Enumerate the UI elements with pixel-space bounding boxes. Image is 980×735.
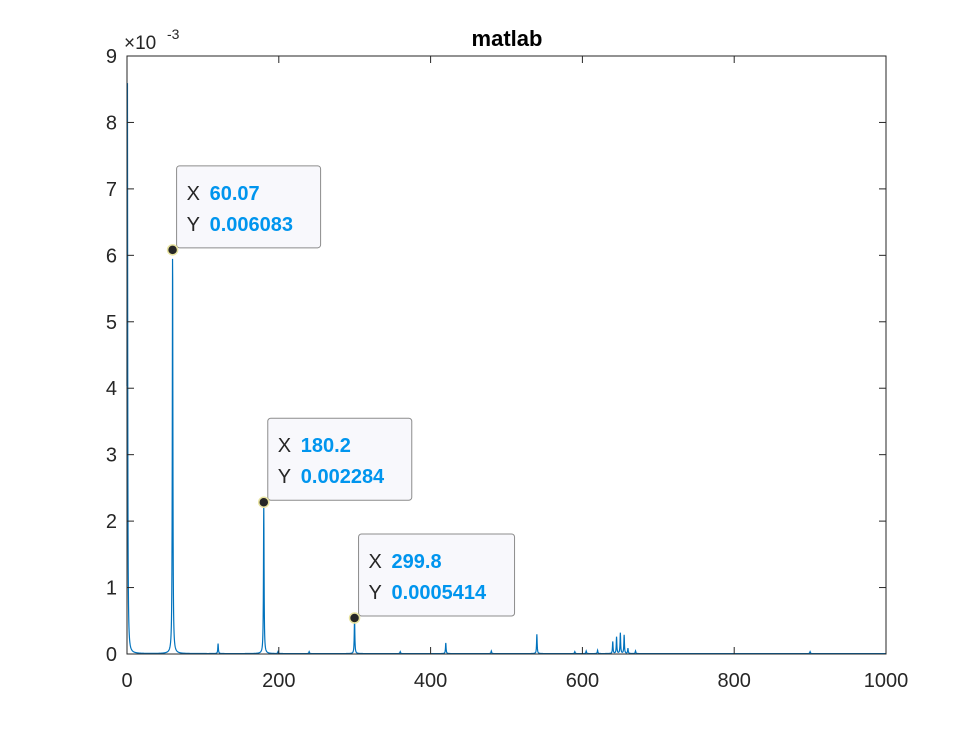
y-tick-label: 2 xyxy=(106,511,117,533)
datatip-y-value: 0.002284 xyxy=(301,466,385,488)
y-axis: 0 1 2 3 4 5 6 7 8 9 xyxy=(106,46,886,666)
datatip-x-label: X xyxy=(278,435,291,457)
datatip-x-value: 180.2 xyxy=(301,435,351,457)
x-tick-label: 400 xyxy=(414,670,447,692)
datatip-y-value: 0.0005414 xyxy=(392,582,487,604)
datatip-marker xyxy=(348,612,361,624)
datatip-marker xyxy=(258,496,270,508)
datatip-y-label: Y xyxy=(369,582,382,604)
x-tick-label: 600 xyxy=(566,670,599,692)
datatip-box xyxy=(358,533,516,617)
y-tick-label: 3 xyxy=(106,445,117,467)
datatip-y-label: Y xyxy=(278,466,291,488)
y-tick-label: 8 xyxy=(106,112,117,134)
y-axis-exponent: ×10 -3 xyxy=(124,26,180,54)
x-axis: 0 200 400 600 800 1000 xyxy=(121,56,908,692)
chart-title: matlab xyxy=(472,26,543,51)
y-tick-label: 6 xyxy=(106,245,117,267)
datatip-x-label: X xyxy=(369,551,382,573)
datatip-x-value: 299.8 xyxy=(392,551,442,573)
axes-box xyxy=(126,55,887,655)
datatip-box xyxy=(176,165,322,249)
y-tick-label: 4 xyxy=(106,378,117,400)
x-tick-label: 1000 xyxy=(864,670,909,692)
y-tick-label: 1 xyxy=(106,578,117,600)
x-tick-label: 200 xyxy=(262,670,295,692)
axes-frame xyxy=(126,55,887,655)
y-tick-label: 5 xyxy=(106,312,117,334)
x-tick-label: 800 xyxy=(718,670,751,692)
datatip-box xyxy=(267,417,413,501)
datatip-marker xyxy=(166,244,179,256)
datatip-y-label: Y xyxy=(187,214,200,236)
datatip-x-value: 60.07 xyxy=(210,183,260,205)
datatips: X 60.07 Y 0.006083 X 180.2 Y 0.002284 X 299.8 Y 0.0… xyxy=(166,165,516,624)
datatip: X 299.8 Y 0.0005414 xyxy=(348,533,516,624)
y-axis-exponent-power: -3 xyxy=(167,26,180,42)
y-axis-exponent-base: ×10 xyxy=(124,33,156,54)
y-tick-label: 9 xyxy=(106,46,117,68)
x-tick-label: 0 xyxy=(121,670,132,692)
datatip: X 60.07 Y 0.006083 xyxy=(166,165,322,256)
y-tick-label: 7 xyxy=(106,179,117,201)
datatip-x-label: X xyxy=(187,183,200,205)
datatip-y-value: 0.006083 xyxy=(210,214,293,236)
datatip: X 180.2 Y 0.002284 xyxy=(258,417,413,508)
y-tick-label: 0 xyxy=(106,644,117,666)
